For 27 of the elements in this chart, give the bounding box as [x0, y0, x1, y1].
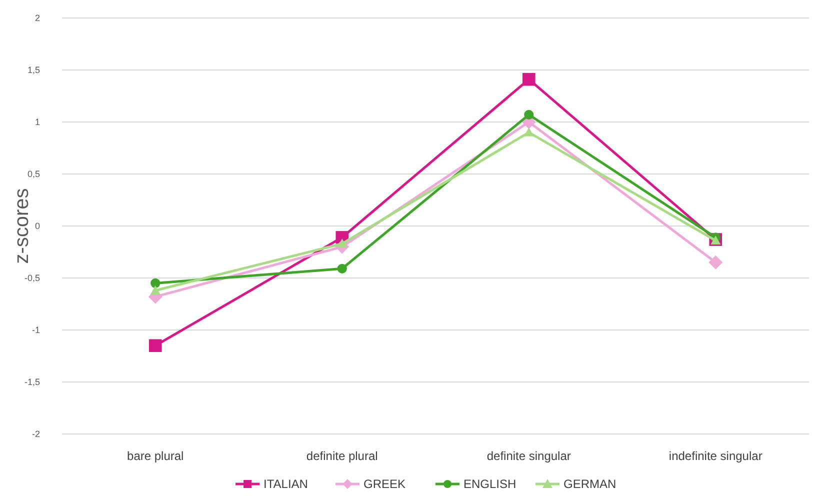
point — [337, 264, 347, 274]
x-tick-label: indefinite singular — [668, 449, 762, 463]
x-tick-label: bare plural — [127, 449, 184, 463]
y-tick-label: -1 — [32, 325, 40, 336]
y-tick-label: 0,5 — [27, 169, 40, 180]
legend-label: ITALIAN — [264, 477, 308, 492]
y-axis-title: z-scores — [11, 188, 33, 264]
point — [148, 339, 162, 352]
y-tick-label: -1,5 — [24, 377, 40, 388]
y-tick-label: -2 — [32, 429, 40, 440]
y-tick-label: 2 — [34, 13, 40, 24]
legend-label: GERMAN — [564, 477, 616, 492]
x-tick-label: definite singular — [486, 449, 571, 463]
point — [524, 110, 534, 120]
y-tick-label: -0,5 — [24, 273, 40, 284]
point — [524, 127, 534, 136]
point — [150, 285, 160, 294]
y-tick-label: 0 — [34, 221, 40, 232]
legend-label: ENGLISH — [464, 477, 516, 492]
point — [522, 72, 536, 86]
y-tick-label: 1,5 — [27, 65, 40, 76]
legend-label: GREEK — [364, 477, 406, 492]
y-tick-label: 1 — [34, 117, 40, 128]
point — [150, 278, 160, 288]
point — [708, 255, 723, 270]
x-tick-label: definite plural — [306, 449, 378, 463]
point — [710, 236, 721, 245]
